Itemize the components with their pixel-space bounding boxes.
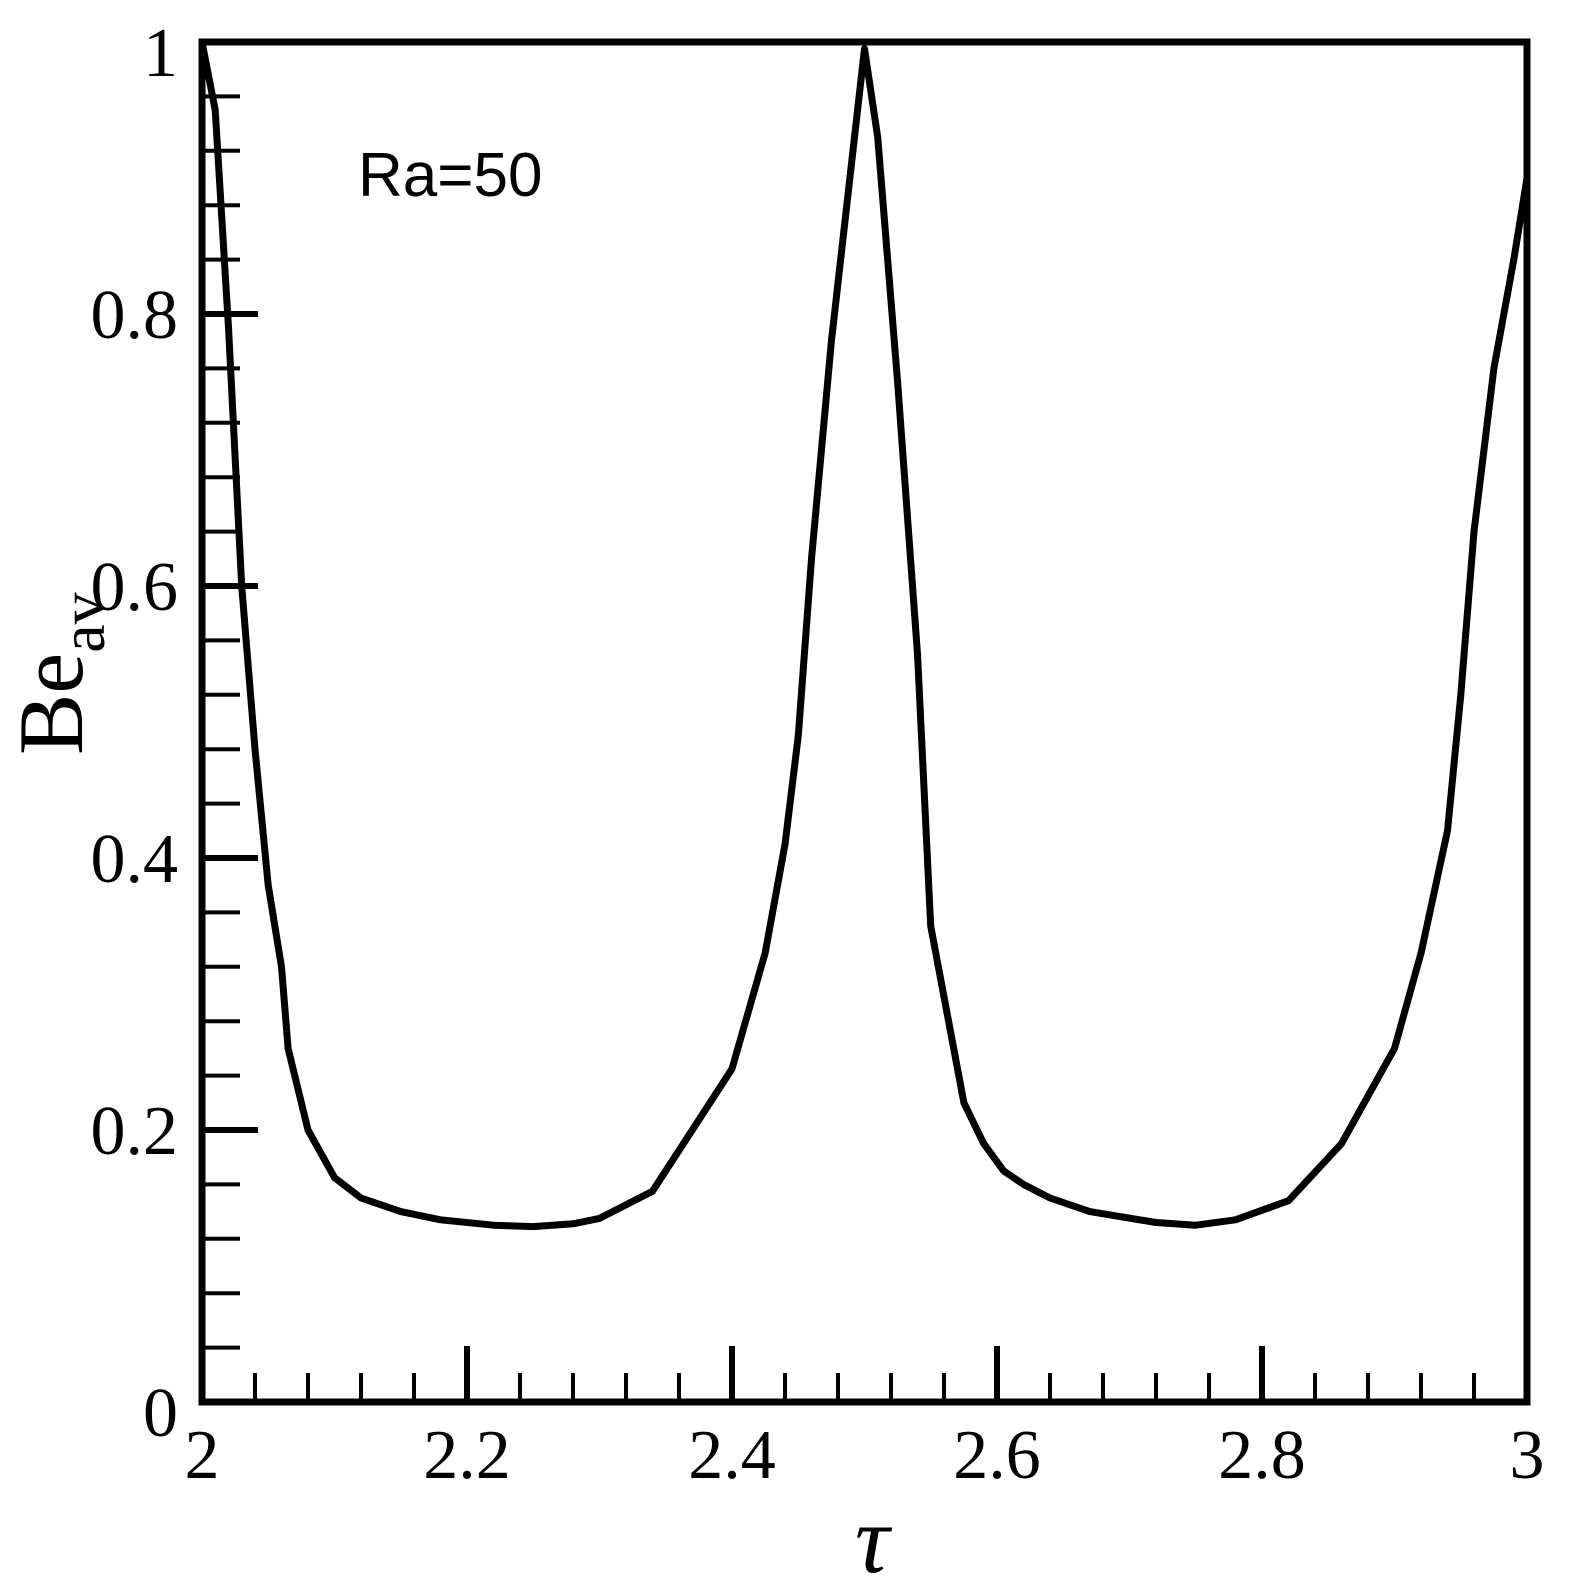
- x-tick-label: 2: [185, 1417, 220, 1494]
- plot-frame: [198, 38, 1531, 1406]
- y-axis-title: Beav: [0, 592, 118, 755]
- y-axis-title-subscript: av: [47, 592, 118, 652]
- series-line: [198, 38, 1531, 1231]
- y-tick-label: 0.8: [91, 277, 179, 354]
- major-tick-group: [202, 311, 1265, 1402]
- y-tick-label: 0: [143, 1375, 178, 1452]
- x-tick-label: 3: [1510, 1417, 1545, 1494]
- x-tick-label: 2.4: [688, 1417, 776, 1494]
- y-tick-label: 0.2: [91, 1093, 179, 1170]
- x-tick-label-group: 2 2.2 2.4 2.6 2.8 3: [185, 1417, 1545, 1494]
- annotation-label: Ra=50: [358, 141, 542, 210]
- y-tick-label: 1: [143, 15, 178, 92]
- y-tick-label: 0.6: [91, 549, 179, 626]
- x-axis-title: τ: [855, 1486, 893, 1590]
- x-tick-label: 2.6: [953, 1417, 1041, 1494]
- x-tick-label: 2.8: [1218, 1417, 1306, 1494]
- x-tick-label: 2.2: [423, 1417, 511, 1494]
- y-tick-label: 0.4: [91, 821, 179, 898]
- y-axis-title-main: Be: [0, 653, 102, 755]
- y-tick-label-group: 0 0.2 0.4 0.6 0.8 1: [91, 15, 179, 1452]
- minor-tick-group: [202, 94, 1476, 1402]
